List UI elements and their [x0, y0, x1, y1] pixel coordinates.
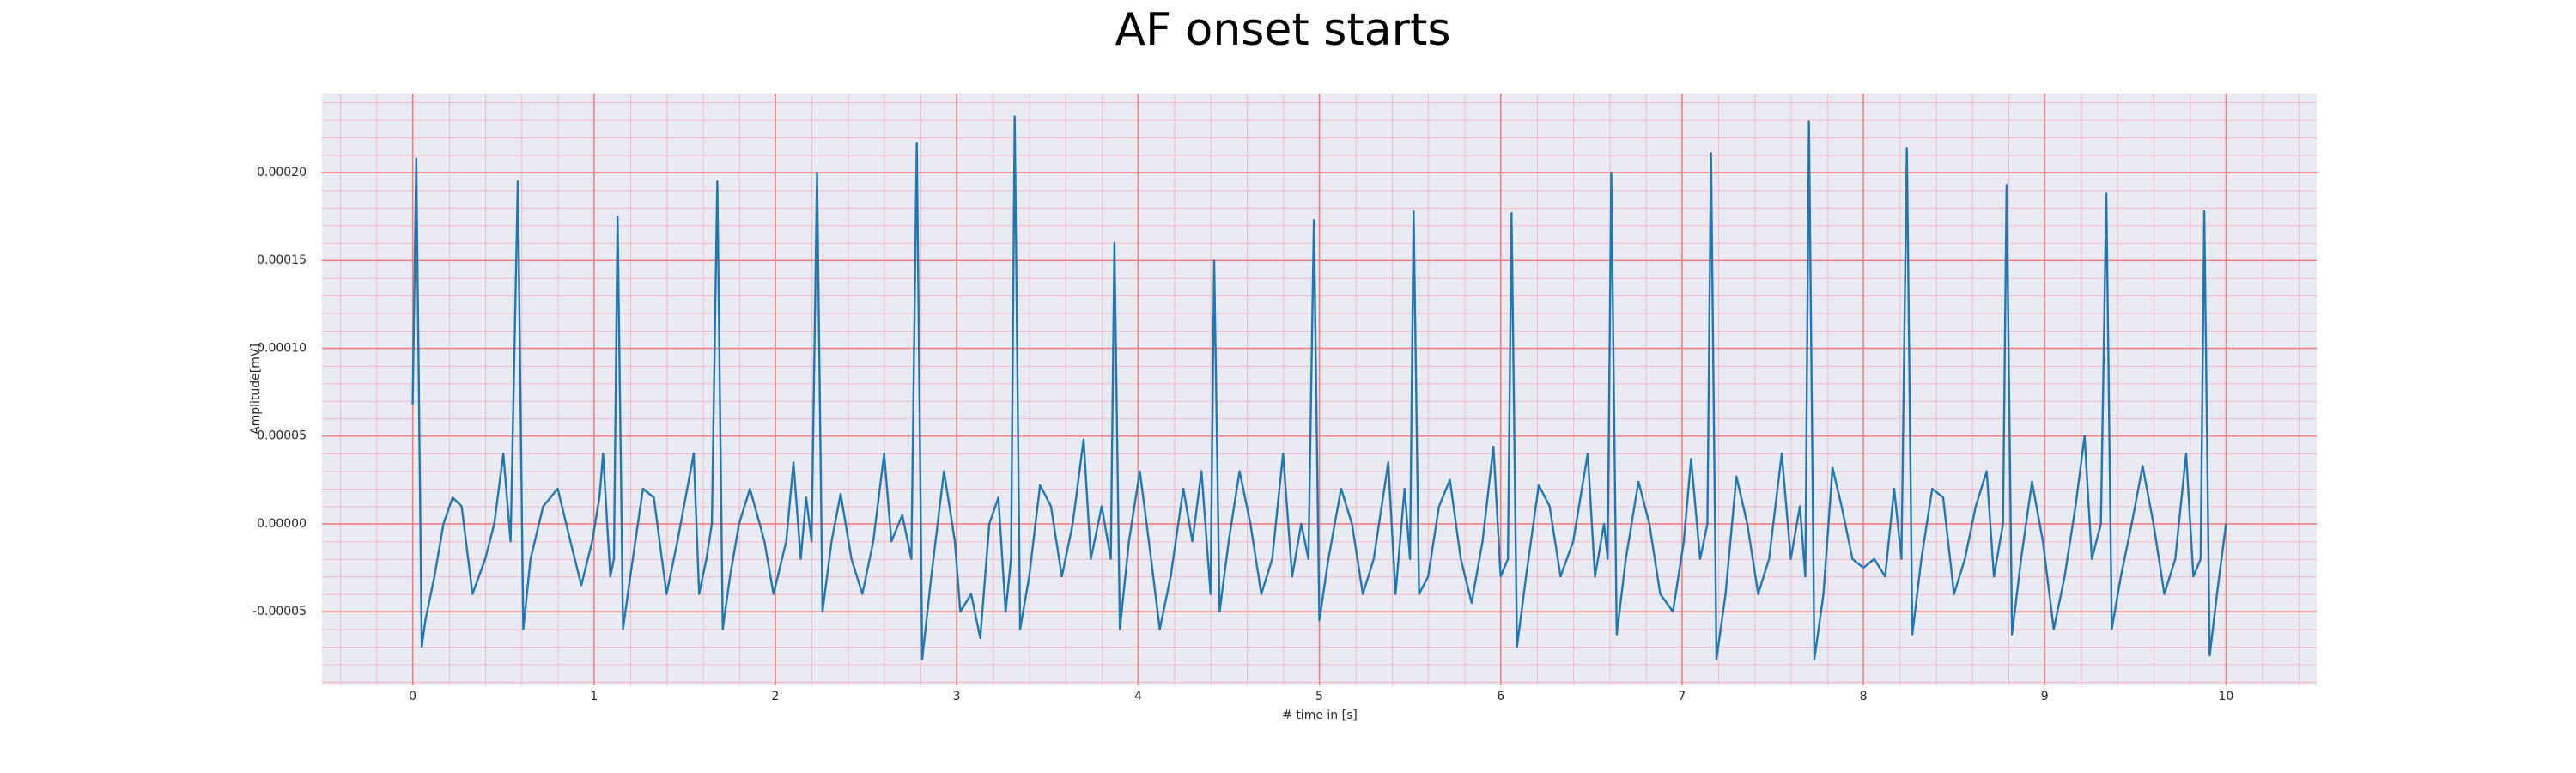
- x-tick-label: 9: [2041, 690, 2049, 703]
- y-tick-label: 0.00015: [257, 253, 307, 267]
- x-tick-label: 5: [1315, 690, 1323, 703]
- x-axis-label: # time in [s]: [1282, 709, 1358, 722]
- x-tick-label: 1: [590, 690, 598, 703]
- y-axis-label: Amplitude[mV]: [249, 344, 263, 435]
- y-tick-label: -0.00005: [252, 605, 307, 618]
- x-tick-label: 4: [1134, 690, 1142, 703]
- ecg-line: [411, 115, 2227, 660]
- chart-title: AF onset starts: [1115, 4, 1451, 56]
- x-tick-label: 8: [1860, 690, 1868, 703]
- x-tick-label: 3: [953, 690, 961, 703]
- y-tick-label: 0.00005: [257, 429, 307, 443]
- y-tick-label: 0.00010: [257, 341, 307, 355]
- x-tick-label: 0: [409, 690, 416, 703]
- x-tick-label: 6: [1497, 690, 1504, 703]
- y-tick-label: 0.00000: [257, 517, 307, 531]
- x-tick-label: 2: [771, 690, 779, 703]
- x-tick-label: 7: [1678, 690, 1686, 703]
- y-tick-label: 0.00020: [257, 166, 307, 180]
- x-tick-label: 10: [2218, 690, 2233, 703]
